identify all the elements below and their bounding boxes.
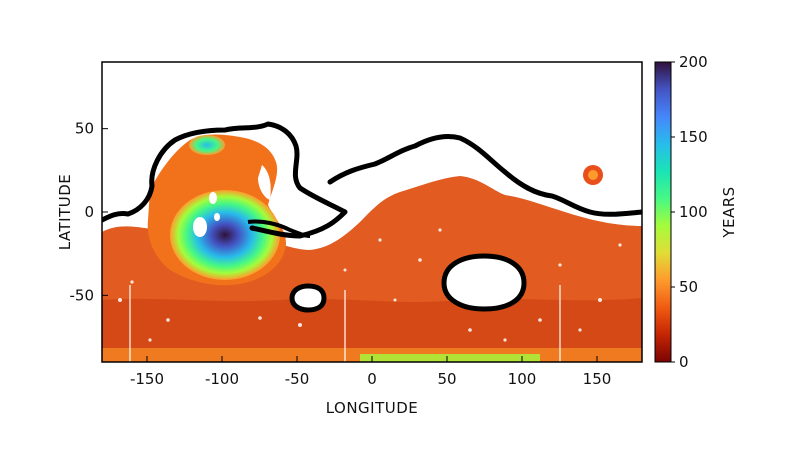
- x-tick-label: 150: [583, 370, 612, 388]
- hellas-rim: [441, 253, 527, 312]
- x-tick-label: 100: [508, 370, 537, 388]
- colorbar-tick-label: 50: [679, 278, 698, 296]
- colorbar-tick-label: 200: [679, 53, 708, 71]
- colorbar-tick-label: 0: [679, 353, 689, 371]
- speckles: [118, 228, 622, 342]
- y-axis-ticks: 50 0 -50: [70, 120, 108, 304]
- southern-highlands-dark: [102, 298, 642, 362]
- hellas-basin: [444, 257, 524, 309]
- y-tick-label: 50: [75, 120, 94, 138]
- no-data-spot: [214, 213, 220, 221]
- tharsis-cold-anomaly: [170, 190, 280, 280]
- white-gap-tharsis: [258, 165, 271, 200]
- x-tick-label: 0: [367, 370, 377, 388]
- y-tick-label: -50: [70, 286, 95, 304]
- argyre-rim: [289, 283, 327, 313]
- y-axis-label: LATITUDE: [56, 174, 74, 251]
- south-pole-green: [360, 354, 540, 362]
- colorbar-tick-label: 150: [679, 128, 708, 146]
- valles-contour: [247, 219, 311, 238]
- olympus-anomaly: [189, 135, 225, 155]
- x-tick-label: -150: [130, 370, 164, 388]
- colorbar: [654, 61, 672, 363]
- x-tick-label: -50: [285, 370, 310, 388]
- northern-boundary-contour: [102, 121, 348, 239]
- x-tick-label: -100: [205, 370, 239, 388]
- contours: [102, 121, 642, 313]
- colorbar-label: YEARS: [720, 186, 738, 238]
- north-lowlands-contour: [327, 133, 642, 217]
- map-layer: [102, 62, 642, 362]
- colorbar-ticks: 200 150 100 50 0: [671, 53, 708, 371]
- x-axis-ticks: -150 -100 -50 0 50 100 150: [130, 356, 611, 388]
- y-tick-label: 0: [84, 203, 94, 221]
- argyre-basin: [292, 286, 324, 310]
- no-data-spot: [209, 192, 217, 204]
- x-tick-label: 50: [437, 370, 456, 388]
- x-axis-label: LONGITUDE: [326, 399, 419, 417]
- colorbar-tick-label: 100: [679, 203, 708, 221]
- no-data-spot: [193, 217, 207, 237]
